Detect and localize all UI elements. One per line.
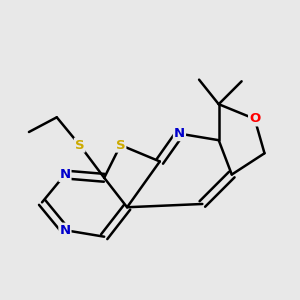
Text: O: O	[249, 112, 260, 125]
Text: N: N	[59, 224, 70, 237]
Text: S: S	[116, 139, 125, 152]
Text: S: S	[75, 139, 85, 152]
Text: N: N	[174, 127, 185, 140]
Text: N: N	[59, 168, 70, 181]
